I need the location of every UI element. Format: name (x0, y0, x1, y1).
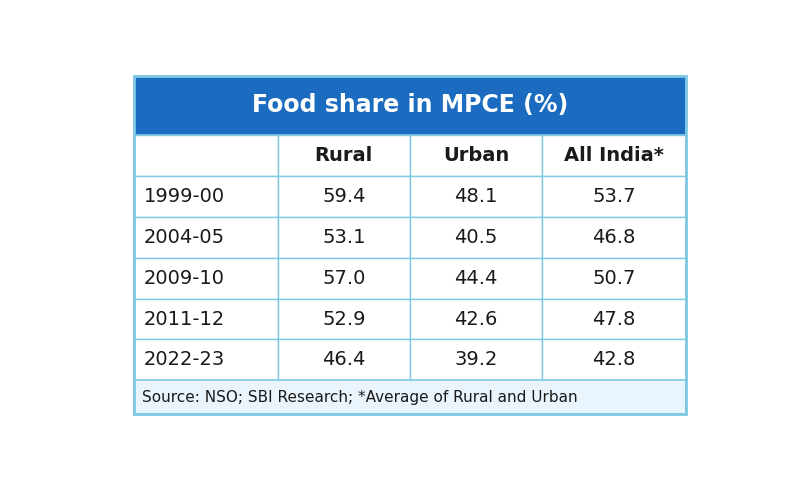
Bar (542, 339, 686, 380)
Bar (278, 339, 410, 380)
Bar (134, 76, 686, 414)
Text: 52.9: 52.9 (322, 309, 366, 328)
Bar (278, 176, 410, 217)
Bar (134, 381, 686, 414)
Bar (134, 135, 278, 176)
Bar (410, 299, 542, 339)
Bar (134, 299, 278, 339)
Text: 2009-10: 2009-10 (143, 269, 224, 288)
Bar (278, 258, 410, 299)
Bar (278, 217, 410, 258)
Text: 2004-05: 2004-05 (143, 228, 225, 247)
Text: 46.8: 46.8 (593, 228, 636, 247)
Bar (542, 299, 686, 339)
Bar (134, 339, 278, 380)
Text: 57.0: 57.0 (322, 269, 366, 288)
Text: 40.5: 40.5 (454, 228, 498, 247)
Bar (134, 76, 686, 135)
Text: Food share in MPCE (%): Food share in MPCE (%) (252, 93, 568, 117)
Text: All India*: All India* (564, 146, 664, 165)
Bar (542, 258, 686, 299)
Text: 47.8: 47.8 (593, 309, 636, 328)
Text: 39.2: 39.2 (454, 351, 498, 369)
Text: 59.4: 59.4 (322, 187, 366, 206)
Bar (542, 176, 686, 217)
Text: 46.4: 46.4 (322, 351, 366, 369)
Text: 44.4: 44.4 (454, 269, 498, 288)
Bar (542, 135, 686, 176)
Text: 50.7: 50.7 (593, 269, 636, 288)
Text: Rural: Rural (314, 146, 373, 165)
Bar (134, 217, 278, 258)
Text: 53.7: 53.7 (593, 187, 636, 206)
Text: 53.1: 53.1 (322, 228, 366, 247)
Text: 2022-23: 2022-23 (143, 351, 225, 369)
Text: Urban: Urban (443, 146, 510, 165)
Bar (134, 176, 278, 217)
Bar (410, 176, 542, 217)
Bar (542, 217, 686, 258)
Bar (410, 217, 542, 258)
Text: 1999-00: 1999-00 (143, 187, 225, 206)
Bar (278, 135, 410, 176)
Bar (410, 135, 542, 176)
Text: Source: NSO; SBI Research; *Average of Rural and Urban: Source: NSO; SBI Research; *Average of R… (142, 390, 578, 405)
Bar (134, 258, 278, 299)
Text: 42.6: 42.6 (454, 309, 498, 328)
Text: 2011-12: 2011-12 (143, 309, 225, 328)
Bar (410, 258, 542, 299)
Text: 48.1: 48.1 (454, 187, 498, 206)
Text: 42.8: 42.8 (593, 351, 636, 369)
Bar (278, 299, 410, 339)
Bar (410, 339, 542, 380)
